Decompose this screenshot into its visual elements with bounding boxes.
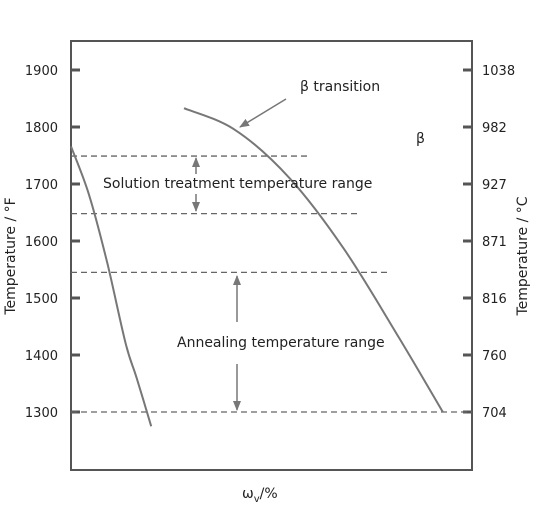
x-axis-label-main: ω — [242, 486, 254, 502]
left-tick-label: 1700 — [25, 178, 58, 193]
x-axis-label: ωv/% — [242, 486, 278, 505]
phase-curves — [70, 107, 444, 427]
left-tick-label: 1500 — [25, 292, 58, 307]
left-tick-label: 1600 — [25, 235, 58, 250]
right-tick-label: 1038 — [482, 64, 515, 79]
beta-transition-label: β transition — [300, 79, 380, 95]
plot-frame — [70, 40, 473, 471]
right-tick-label: 760 — [482, 349, 507, 364]
right-axis-ticks: 704 760 816 871 927 982 1038 — [463, 64, 515, 421]
right-tick-label: 704 — [482, 406, 507, 421]
left-tick-label: 1400 — [25, 349, 58, 364]
beta-phase-label: β — [416, 131, 425, 147]
x-axis-label-unit: /% — [260, 486, 278, 502]
y-axis-label-left: Temperature / °F — [3, 197, 19, 315]
left-tick-label: 1300 — [25, 406, 58, 421]
annealing-label: Annealing temperature range — [177, 335, 385, 351]
range-boundary-lines — [71, 155, 472, 413]
right-tick-label: 982 — [482, 121, 507, 136]
x-axis-label-sub: v — [254, 494, 260, 505]
left-axis-ticks: 1300 1400 1500 1600 1700 1800 1900 — [25, 64, 80, 421]
alpha-boundary-curve — [70, 146, 153, 427]
left-tick-label: 1900 — [25, 64, 58, 79]
beta-transition-arrow — [239, 98, 287, 128]
solution-treatment-label: Solution treatment temperature range — [103, 176, 372, 192]
y-axis-label-right: Temperature / °C — [515, 196, 531, 316]
beta-transus-curve — [183, 107, 444, 413]
right-tick-label: 927 — [482, 178, 507, 193]
right-tick-label: 871 — [482, 235, 507, 250]
right-tick-label: 816 — [482, 292, 507, 307]
left-tick-label: 1800 — [25, 121, 58, 136]
